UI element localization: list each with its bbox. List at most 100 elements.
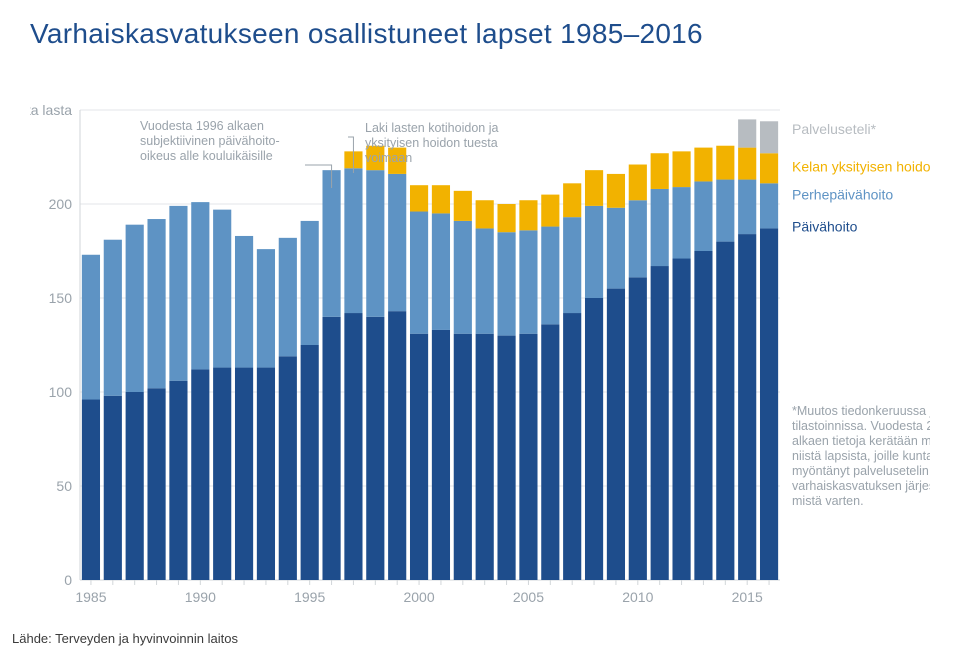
bar-perhepaivahoito-2013: [694, 181, 712, 251]
bar-paivahoito-2009: [607, 289, 625, 580]
bar-paivahoito-1992: [235, 368, 253, 580]
bar-kela-2016: [760, 153, 778, 183]
bar-kela-2001: [432, 185, 450, 213]
bar-kela-2009: [607, 174, 625, 208]
bar-paivahoito-1999: [388, 311, 406, 580]
bar-perhepaivahoito-1985: [82, 255, 100, 400]
bar-paivahoito-1993: [257, 368, 275, 580]
y-tick: 100: [49, 384, 73, 400]
bar-paivahoito-1995: [301, 345, 319, 580]
anno1-text: oikeus alle kouluikäisille: [140, 149, 273, 163]
bar-kela-2004: [497, 204, 515, 232]
bar-perhepaivahoito-2015: [738, 180, 756, 235]
bar-paivahoito-1991: [213, 368, 231, 580]
source-text: Lähde: Terveyden ja hyvinvoinnin laitos: [12, 631, 238, 646]
bar-paivahoito-1985: [82, 400, 100, 580]
chart-container: 050100150200250 tuhatta lasta19851990199…: [30, 70, 930, 600]
bar-paivahoito-1998: [366, 317, 384, 580]
bar-kela-2013: [694, 148, 712, 182]
bar-paivahoito-2011: [651, 266, 669, 580]
bar-kela-2012: [672, 151, 690, 187]
bar-paivahoito-2003: [476, 334, 494, 580]
y-tick: 150: [49, 290, 73, 306]
footnote-line: niistä lapsista, joille kunta on: [792, 449, 930, 463]
x-tick: 1985: [75, 589, 106, 605]
y-tick: 0: [64, 572, 72, 588]
bar-perhepaivahoito-1988: [147, 219, 165, 388]
footnote-line: *Muutos tiedonkeruussa ja: [792, 404, 930, 418]
anno2-text: Laki lasten kotihoidon ja: [365, 121, 498, 135]
bar-perhepaivahoito-1992: [235, 236, 253, 368]
bar-paivahoito-1997: [344, 313, 362, 580]
bar-paivahoito-2002: [454, 334, 472, 580]
bar-kela-2010: [629, 165, 647, 201]
bar-kela-2015: [738, 148, 756, 180]
bar-perhepaivahoito-2008: [585, 206, 603, 298]
bar-kela-2000: [410, 185, 428, 211]
bar-perhepaivahoito-2005: [519, 230, 537, 333]
legend-item: Palveluseteli*: [792, 121, 877, 137]
footnote-line: myöntänyt palvelusetelin: [792, 464, 929, 478]
x-tick: 1990: [185, 589, 216, 605]
bar-kela-2011: [651, 153, 669, 189]
bar-perhepaivahoito-1994: [279, 238, 297, 356]
bar-paivahoito-2000: [410, 334, 428, 580]
bar-perhepaivahoito-1997: [344, 168, 362, 313]
bar-paivahoito-2008: [585, 298, 603, 580]
bar-palveluseteli-2016: [760, 121, 778, 153]
anno1-text: Vuodesta 1996 alkaen: [140, 119, 264, 133]
footnote-line: varhaiskasvatuksen järjestä-: [792, 479, 930, 493]
bar-perhepaivahoito-2010: [629, 200, 647, 277]
bar-kela-2002: [454, 191, 472, 221]
stacked-bar-chart: 0 50 100 150 200 250 tuhatta lasta 1985 1990 199…: [30, 70, 930, 630]
bar-paivahoito-2007: [563, 313, 581, 580]
anno2-text: voimaan: [365, 151, 412, 165]
chart-title: Varhaiskasvatukseen osallistuneet lapset…: [0, 0, 960, 50]
bar-perhepaivahoito-2004: [497, 232, 515, 335]
legend-item: Päivähoito: [792, 219, 858, 235]
bar-perhepaivahoito-2009: [607, 208, 625, 289]
y-tick: 200: [49, 196, 73, 212]
bar-perhepaivahoito-1998: [366, 170, 384, 317]
bar-kela-2014: [716, 146, 734, 180]
bar-palveluseteli-2015: [738, 119, 756, 147]
y-axis-unit: 250 tuhatta lasta: [30, 102, 72, 118]
bar-paivahoito-1987: [126, 392, 144, 580]
x-tick: 1995: [294, 589, 325, 605]
bar-perhepaivahoito-2016: [760, 183, 778, 228]
bar-perhepaivahoito-1990: [191, 202, 209, 369]
bar-paivahoito-2010: [629, 277, 647, 580]
bar-kela-2003: [476, 200, 494, 228]
bar-kela-2006: [541, 195, 559, 227]
bar-paivahoito-2013: [694, 251, 712, 580]
anno1-text: subjektiivinen päivähoito-: [140, 134, 280, 148]
bar-perhepaivahoito-2011: [651, 189, 669, 266]
bar-perhepaivahoito-1999: [388, 174, 406, 311]
bar-perhepaivahoito-2007: [563, 217, 581, 313]
bar-paivahoito-2014: [716, 242, 734, 580]
bar-perhepaivahoito-1989: [169, 206, 187, 381]
bar-perhepaivahoito-2014: [716, 180, 734, 242]
bar-paivahoito-1996: [322, 317, 340, 580]
bar-paivahoito-2015: [738, 234, 756, 580]
legend-item: Perhepäivähoito: [792, 187, 893, 203]
bar-perhepaivahoito-1986: [104, 240, 122, 396]
bar-perhepaivahoito-1991: [213, 210, 231, 368]
bar-paivahoito-1986: [104, 396, 122, 580]
bar-perhepaivahoito-2001: [432, 213, 450, 330]
bar-kela-2008: [585, 170, 603, 206]
bar-perhepaivahoito-2012: [672, 187, 690, 258]
bar-perhepaivahoito-2002: [454, 221, 472, 334]
bar-kela-2007: [563, 183, 581, 217]
bar-paivahoito-2001: [432, 330, 450, 580]
bar-paivahoito-1988: [147, 388, 165, 580]
bar-perhepaivahoito-2003: [476, 228, 494, 333]
bar-paivahoito-2005: [519, 334, 537, 580]
x-tick: 2005: [513, 589, 544, 605]
legend-item: Kelan yksityisen hoidon tuki: [792, 158, 930, 174]
x-tick: 2010: [622, 589, 653, 605]
bar-paivahoito-1989: [169, 381, 187, 580]
y-tick: 50: [56, 478, 72, 494]
bar-paivahoito-2012: [672, 259, 690, 580]
anno2-text: yksityisen hoidon tuesta: [365, 136, 498, 150]
